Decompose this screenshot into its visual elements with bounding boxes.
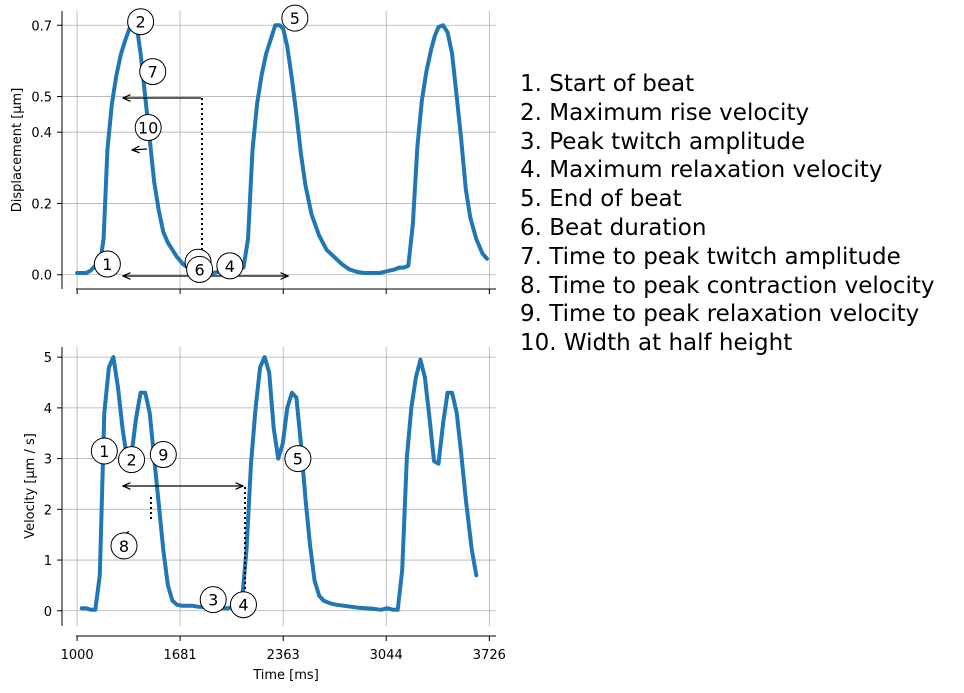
annotation-circle <box>127 8 155 36</box>
annotation-label: 4 <box>238 596 248 615</box>
annotation-circle <box>134 114 162 142</box>
velocity-measurement-guides <box>122 486 246 603</box>
annotation-marker: 5 <box>281 4 309 32</box>
x-tick-label: 1000 <box>61 648 94 663</box>
annotation-marker: 1 <box>93 250 121 278</box>
annotation-label: 5 <box>290 9 300 28</box>
annotation-label: 5 <box>293 450 303 469</box>
annotation-marker: 10 <box>134 114 162 142</box>
annotation-label: 9 <box>158 446 168 465</box>
annotation-circle <box>118 446 146 474</box>
annotation-label: 4 <box>225 257 235 276</box>
annotation-marker: 3 <box>199 586 227 614</box>
x-tick-label: 1681 <box>164 648 197 663</box>
annotation-circle <box>139 58 167 86</box>
displacement-y-label: Displacement [µm] <box>10 88 25 213</box>
annotation-label: 2 <box>136 13 146 32</box>
velocity-y-label: Velocity [µm / s] <box>23 433 38 539</box>
legend-item: 7. Time to peak twitch amplitude <box>520 243 901 270</box>
annotation-circle <box>149 441 177 469</box>
annotation-circle <box>199 586 227 614</box>
legend-item: 2. Maximum rise velocity <box>520 99 810 126</box>
y-tick-label: 0 <box>44 605 52 620</box>
series-line <box>79 355 479 612</box>
x-tick-label: 2363 <box>267 648 300 663</box>
annotation-label: 2 <box>126 451 136 470</box>
parameter-legend: 1. Start of beat 2. Maximum rise velocit… <box>520 70 935 358</box>
annotation-marker: 4 <box>216 252 244 280</box>
velocity-series <box>79 355 479 612</box>
legend-item: 6. Beat duration <box>520 214 707 241</box>
annotation-marker: 8 <box>110 532 138 560</box>
y-tick-label: 4 <box>44 402 52 417</box>
annotation-marker: 5 <box>284 445 312 473</box>
annotation-label: 6 <box>195 260 205 279</box>
legend-item: 4. Maximum relaxation velocity <box>520 157 883 184</box>
annotation-circle <box>281 4 309 32</box>
annotation-label: 10 <box>138 119 158 138</box>
width-half-height-arrow <box>132 149 148 150</box>
y-tick-label: 0.0 <box>31 269 52 284</box>
annotation-label: 8 <box>119 537 129 556</box>
annotation-circle <box>229 591 257 619</box>
displacement-annotations: 123456710 <box>93 4 309 283</box>
y-tick-label: 0.7 <box>31 19 52 34</box>
velocity-annotations: 1 2 3 4 5 8 9 <box>90 437 312 619</box>
annotation-marker: 1 <box>90 437 118 465</box>
annotation-marker: 2 <box>118 446 146 474</box>
y-tick-label: 1 <box>44 554 52 569</box>
annotation-marker: 4 <box>229 591 257 619</box>
legend-item: 5. End of beat <box>520 186 682 213</box>
legend-item: 9. Time to peak relaxation velocity <box>520 301 920 328</box>
x-tick-label: 3044 <box>370 648 403 663</box>
displacement-ticks: 0.0 0.2 0.4 0.5 0.7 <box>31 19 490 294</box>
x-tick-label: 3726 <box>473 648 506 663</box>
y-tick-label: 0.5 <box>31 91 52 106</box>
legend-item: 10. Width at half height <box>520 330 793 357</box>
annotation-marker: 7 <box>139 58 167 86</box>
annotation-marker: 6 <box>186 255 214 283</box>
annotation-label: 3 <box>208 591 218 610</box>
annotation-circle <box>186 255 214 283</box>
displacement-panel: 123456710 0.00.20.40.50.7 Displacement [… <box>10 4 496 294</box>
displacement-axes <box>61 11 496 290</box>
annotation-circle <box>90 437 118 465</box>
legend-item: 8. Time to peak contraction velocity <box>520 272 935 299</box>
y-tick-label: 3 <box>44 453 52 468</box>
annotation-circle <box>216 252 244 280</box>
time-x-label: Time [ms] <box>252 668 319 683</box>
annotation-marker: 2 <box>127 8 155 36</box>
y-tick-label: 0.4 <box>31 126 52 141</box>
annotation-circle <box>284 445 312 473</box>
legend-item: 3. Peak twitch amplitude <box>520 128 806 155</box>
annotation-label: 1 <box>102 255 112 274</box>
y-tick-label: 2 <box>44 503 52 518</box>
legend-item: 1. Start of beat <box>520 71 695 97</box>
annotation-marker: 9 <box>149 441 177 469</box>
annotation-label: 7 <box>148 63 158 82</box>
y-tick-label: 0.2 <box>31 197 52 212</box>
annotation-circle <box>93 250 121 278</box>
velocity-axes <box>61 347 496 637</box>
annotation-label: 1 <box>99 442 109 461</box>
y-tick-label: 5 <box>44 351 52 366</box>
annotation-circle <box>110 532 138 560</box>
